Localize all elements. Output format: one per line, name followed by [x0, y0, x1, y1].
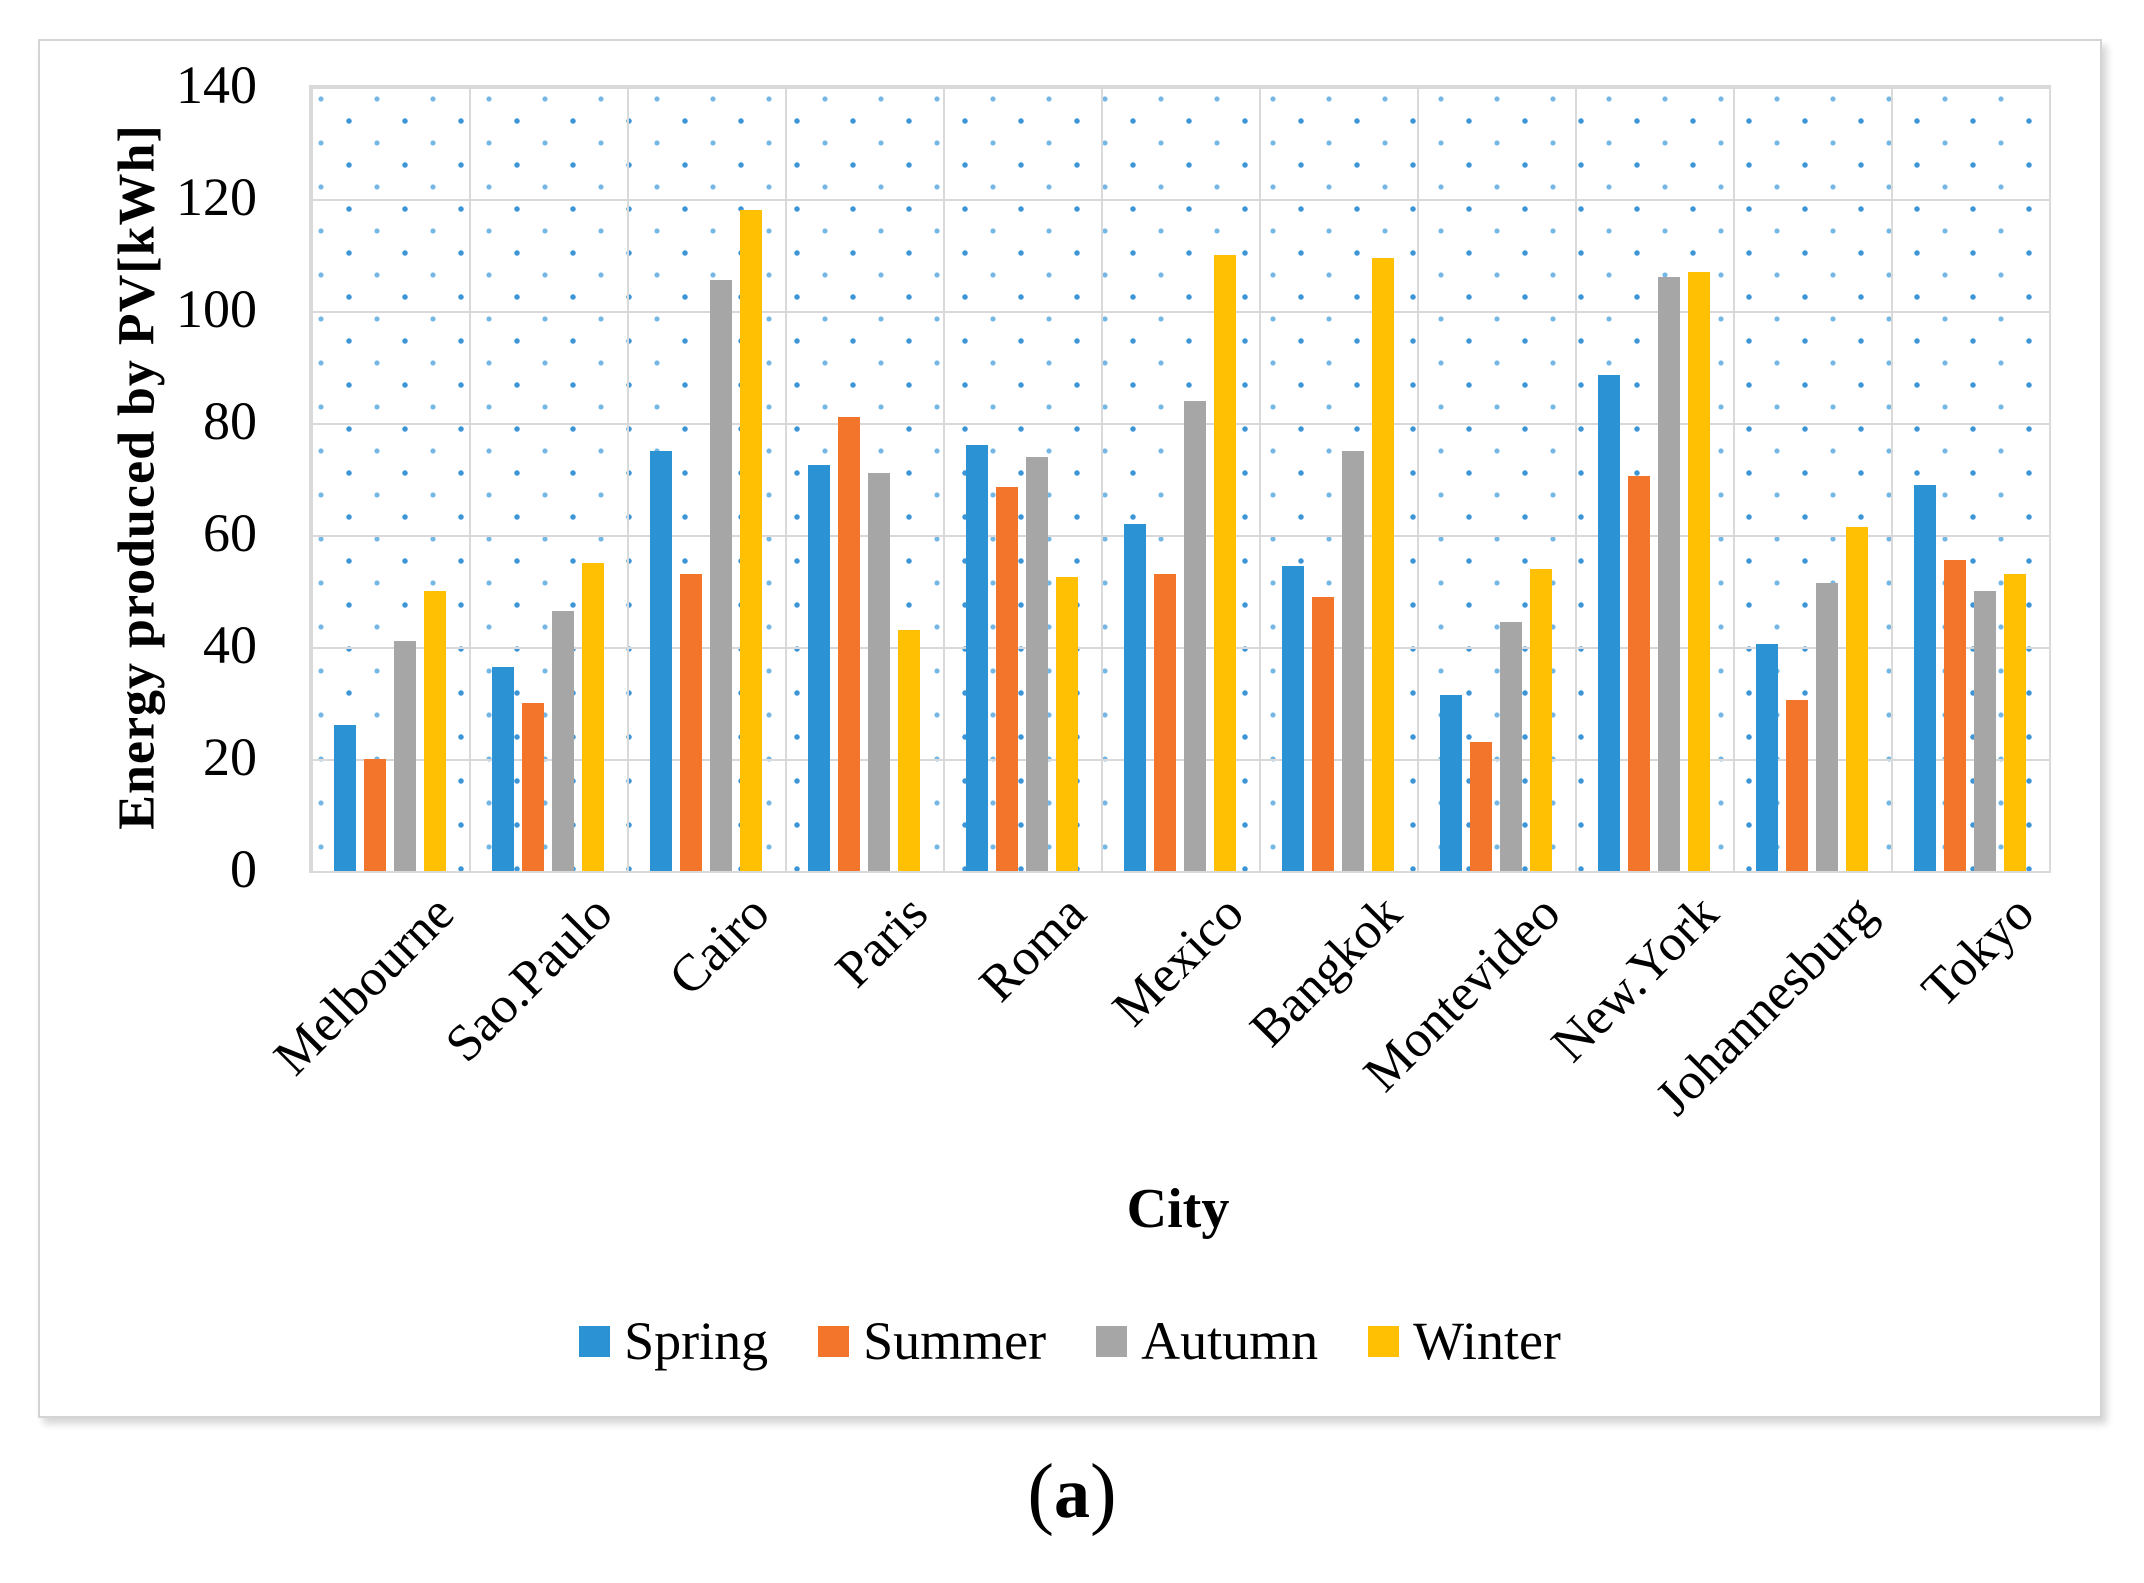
bar-summer-new-york: [1628, 476, 1650, 871]
bar-autumn-melbourne: [394, 641, 416, 871]
legend-swatch-autumn: [1096, 1325, 1128, 1357]
bar-summer-sao-paulo: [522, 703, 544, 871]
bar-summer-mexico: [1154, 574, 1176, 871]
bar-autumn-sao-paulo: [552, 610, 574, 871]
bar-spring-paris: [808, 465, 830, 871]
bar-group-sao-paulo: [469, 87, 627, 871]
bar-spring-roma: [966, 445, 988, 871]
legend-item-spring: Spring: [579, 1311, 768, 1371]
bar-summer-bangkok: [1312, 596, 1334, 871]
bar-spring-cairo: [650, 451, 672, 871]
bar-winter-johannesburg: [1846, 526, 1868, 871]
bar-group-melbourne: [311, 87, 469, 871]
bar-winter-paris: [898, 630, 920, 871]
bar-autumn-johannesburg: [1816, 582, 1838, 871]
x-label-bangkok: Bangkok: [1239, 884, 1413, 1058]
x-label-roma: Roma: [968, 884, 1097, 1013]
caption-paren-open: (: [1027, 1449, 1054, 1537]
x-label-montevideo: Montevideo: [1352, 884, 1571, 1103]
bar-summer-roma: [996, 487, 1018, 871]
legend-label-winter: Winter: [1413, 1311, 1561, 1371]
x-label-new-york: New.York: [1540, 884, 1729, 1074]
bar-autumn-mexico: [1184, 400, 1206, 871]
bar-spring-new-york: [1598, 375, 1620, 871]
y-tick-80: 80: [203, 391, 257, 451]
bar-autumn-new-york: [1658, 277, 1680, 871]
bar-summer-melbourne: [364, 759, 386, 871]
bar-winter-bangkok: [1372, 257, 1394, 871]
x-label-sao-paulo: Sao.Paulo: [434, 884, 623, 1073]
bar-summer-tokyo: [1944, 560, 1966, 871]
bar-winter-roma: [1056, 577, 1078, 871]
bar-winter-mexico: [1214, 255, 1236, 871]
bar-summer-johannesburg: [1786, 700, 1808, 871]
x-label-paris: Paris: [825, 884, 939, 999]
x-label-mexico: Mexico: [1102, 884, 1255, 1038]
bar-group-montevideo: [1417, 87, 1575, 871]
bar-autumn-cairo: [710, 280, 732, 871]
legend-item-summer: Summer: [818, 1311, 1046, 1371]
legend-swatch-spring: [579, 1325, 611, 1357]
x-axis-title: City: [1126, 1178, 1230, 1240]
y-tick-40: 40: [203, 615, 257, 675]
bar-winter-montevideo: [1530, 568, 1552, 871]
x-label-tokyo: Tokyo: [1911, 884, 2045, 1019]
chart-figure: Energy produced by PV[kWh] 140 120 100 80 60…: [38, 39, 2102, 1418]
bar-spring-bangkok: [1282, 565, 1304, 871]
y-tick-60: 60: [203, 503, 257, 563]
figure-caption: (a): [0, 1438, 2144, 1548]
caption-paren-close: ): [1090, 1449, 1117, 1537]
legend-swatch-winter: [1368, 1325, 1400, 1357]
bar-winter-tokyo: [2004, 574, 2026, 871]
x-label-melbourne: Melbourne: [263, 884, 465, 1087]
y-tick-100: 100: [176, 279, 257, 339]
bar-group-roma: [943, 87, 1101, 871]
bar-winter-new-york: [1688, 271, 1710, 871]
bar-spring-montevideo: [1440, 694, 1462, 871]
bar-autumn-roma: [1026, 456, 1048, 871]
bar-spring-johannesburg: [1756, 644, 1778, 871]
bar-spring-melbourne: [334, 725, 356, 871]
y-tick-20: 20: [203, 727, 257, 787]
y-tick-140: 140: [176, 55, 257, 115]
bar-group-new-york: [1575, 87, 1733, 871]
y-axis-tick-labels: 140 120 100 80 60 40 20 0: [40, 55, 257, 899]
bar-spring-sao-paulo: [492, 666, 514, 871]
bar-group-paris: [785, 87, 943, 871]
x-label-cairo: Cairo: [658, 884, 781, 1007]
bar-winter-cairo: [740, 210, 762, 871]
legend-swatch-summer: [818, 1325, 850, 1357]
bar-autumn-montevideo: [1500, 621, 1522, 871]
bar-autumn-bangkok: [1342, 451, 1364, 871]
bar-group-tokyo: [1891, 87, 2049, 871]
bar-group-mexico: [1101, 87, 1259, 871]
legend-item-winter: Winter: [1368, 1311, 1561, 1371]
bar-autumn-tokyo: [1974, 591, 1996, 871]
bar-summer-montevideo: [1470, 742, 1492, 871]
bar-group-bangkok: [1259, 87, 1417, 871]
y-tick-0: 0: [230, 839, 257, 899]
bar-spring-mexico: [1124, 523, 1146, 871]
bar-group-johannesburg: [1733, 87, 1891, 871]
caption-letter: a: [1054, 1453, 1090, 1533]
legend-item-autumn: Autumn: [1096, 1311, 1318, 1371]
legend: Spring Summer Autumn Winter: [40, 1309, 2100, 1373]
bar-autumn-paris: [868, 473, 890, 871]
bar-summer-paris: [838, 417, 860, 871]
bar-group-cairo: [627, 87, 785, 871]
bar-summer-cairo: [680, 574, 702, 871]
x-label-johannesburg: Johannesburg: [1645, 884, 1887, 1127]
legend-label-autumn: Autumn: [1141, 1311, 1319, 1371]
bar-winter-melbourne: [424, 591, 446, 871]
bar-spring-tokyo: [1914, 484, 1936, 871]
bar-winter-sao-paulo: [582, 563, 604, 871]
legend-label-summer: Summer: [863, 1311, 1047, 1371]
plot-area: [309, 85, 2051, 873]
y-tick-120: 120: [176, 167, 257, 227]
legend-label-spring: Spring: [624, 1311, 769, 1371]
